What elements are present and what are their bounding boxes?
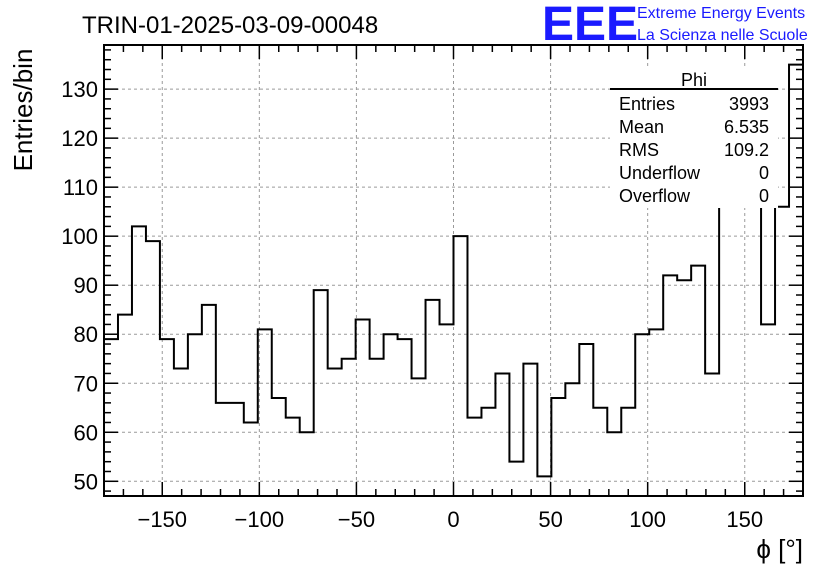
stat-value: 109.2 xyxy=(724,140,769,160)
x-tick-labels: −150 −100 −50 0 50 100 150 xyxy=(137,507,763,532)
stat-value: 6.535 xyxy=(724,117,769,137)
stat-value: 0 xyxy=(759,163,769,183)
stat-label: Mean xyxy=(619,117,664,137)
logo-line-2: La Scienza nelle Scuole xyxy=(637,27,808,44)
stats-box-bg xyxy=(610,68,778,208)
stat-label: Entries xyxy=(619,94,675,114)
stat-label: RMS xyxy=(619,140,659,160)
stat-label: Overflow xyxy=(619,186,691,206)
x-tick-label: −100 xyxy=(235,507,285,532)
x-tick-label: −150 xyxy=(137,507,187,532)
y-tick-label: 110 xyxy=(63,175,98,200)
y-tick-label: 50 xyxy=(74,469,98,494)
y-tick-label: 100 xyxy=(61,224,98,249)
eee-logo: EEE Extreme Energy Events La Scienza nel… xyxy=(542,0,808,51)
stat-value: 0 xyxy=(759,186,769,206)
stats-box: Phi Entries 3993 Mean 6.535 RMS 109.2 Underflo… xyxy=(610,68,778,208)
axis-ticks xyxy=(103,45,804,496)
x-axis-title: ϕ [°] xyxy=(756,534,803,564)
y-axis-title: Entries/bin xyxy=(8,49,38,172)
logo-line-1: Extreme Energy Events xyxy=(637,5,805,22)
stats-box-rows: Entries 3993 Mean 6.535 RMS 109.2 Underflow 0 Ov… xyxy=(619,94,769,206)
stat-label: Underflow xyxy=(619,163,701,183)
stat-value: 3993 xyxy=(729,94,769,114)
x-tick-label: 50 xyxy=(538,507,562,532)
y-tick-label: 80 xyxy=(74,322,98,347)
stats-box-title: Phi xyxy=(681,70,707,90)
histogram-outline xyxy=(104,63,803,478)
x-tick-label: 0 xyxy=(447,507,459,532)
chart-title: TRIN-01-2025-03-09-00048 xyxy=(82,12,378,39)
y-tick-label: 60 xyxy=(74,420,98,445)
y-tick-label: 70 xyxy=(74,371,98,396)
y-tick-label: 130 xyxy=(61,77,98,102)
y-tick-label: 90 xyxy=(74,273,98,298)
y-tick-labels: 50 60 70 80 90 100 110 120 130 xyxy=(61,77,98,494)
x-tick-label: −50 xyxy=(338,507,375,532)
y-tick-label: 120 xyxy=(61,126,98,151)
x-tick-label: 100 xyxy=(629,507,666,532)
x-tick-label: 150 xyxy=(726,507,763,532)
eee-logo-mark: EEE xyxy=(542,0,638,51)
